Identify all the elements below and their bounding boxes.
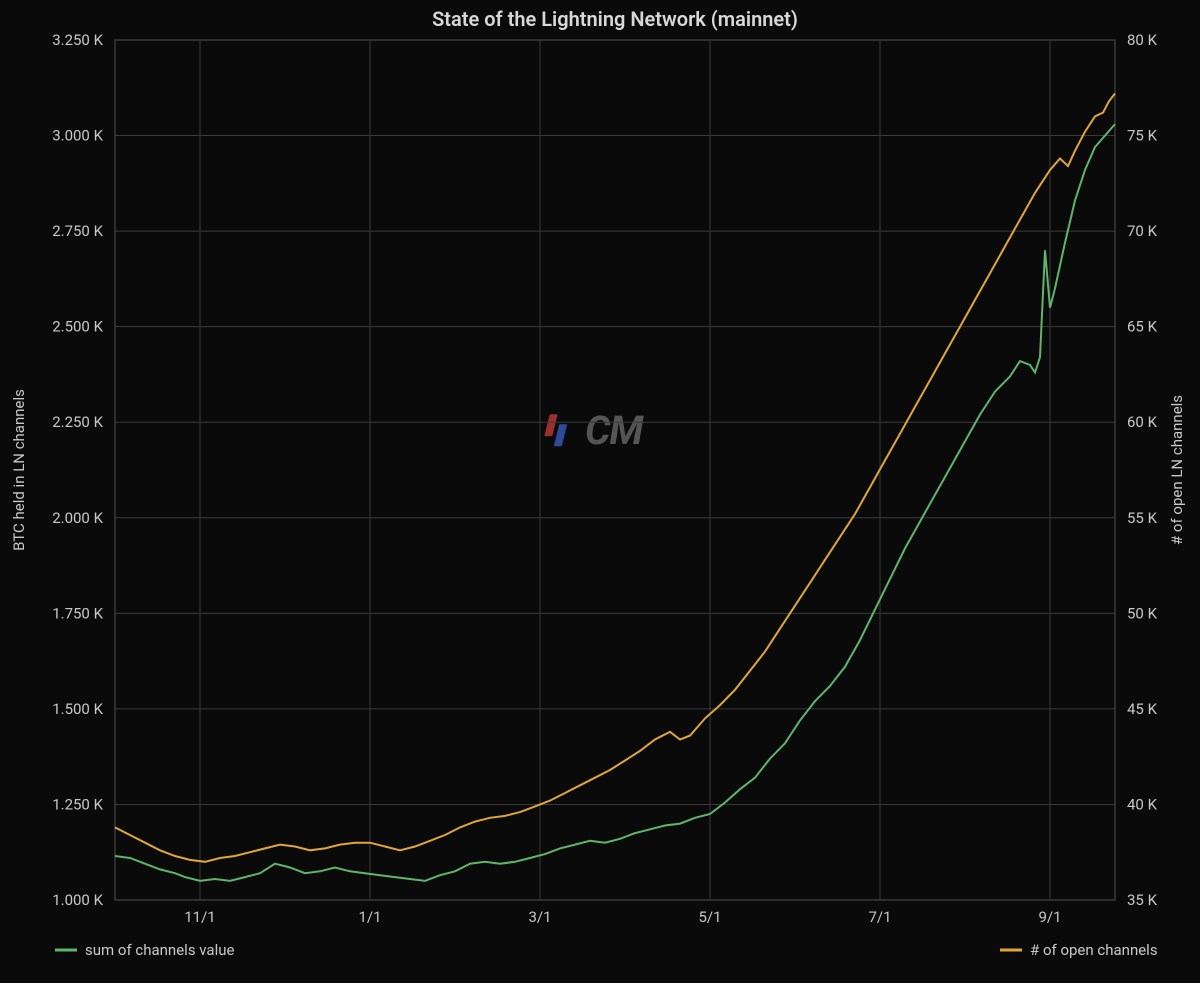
x-tick-label: 5/1 (698, 908, 721, 926)
chart-svg: CM 1.000 K 1.250 K 1.500 K 1.750 K 2.000 K 2.2… (0, 0, 1200, 983)
y-right-tick-label: 35 K (1127, 891, 1158, 909)
chart-title: State of the Lightning Network (mainnet) (432, 7, 798, 31)
y-right-tick-label: 50 K (1127, 604, 1158, 622)
y-left-tick-label: 1.000 K (52, 891, 103, 909)
y-right-tick-label: 60 K (1127, 413, 1158, 431)
y-left-tick-label: 2.750 K (52, 222, 103, 240)
y-left-tick-label: 2.500 K (52, 318, 103, 336)
y-right-tick-label: 70 K (1127, 222, 1158, 240)
y-right-tick-label: 55 K (1127, 509, 1158, 527)
y-left-tick-label: 1.500 K (52, 700, 103, 718)
x-tick-label: 11/1 (184, 908, 215, 926)
legend-label: # of open channels (1030, 941, 1158, 959)
y-left-tick-label: 2.250 K (52, 413, 103, 431)
y-right-tick-label: 80 K (1127, 31, 1158, 49)
x-tick-label: 9/1 (1038, 908, 1061, 926)
x-tick-label: 1/1 (358, 908, 381, 926)
x-tick-label: 3/1 (528, 908, 551, 926)
chart-container: CM 1.000 K 1.250 K 1.500 K 1.750 K 2.000 K 2.2… (0, 0, 1200, 983)
y-left-tick-label: 1.250 K (52, 795, 103, 813)
watermark-cm: CM (585, 407, 644, 454)
y-left-axis-label: BTC held in LN channels (10, 389, 28, 551)
legend-label: sum of channels value (85, 941, 235, 959)
y-left-tick-label: 2.000 K (52, 509, 103, 527)
y-left-tick-label: 3.000 K (52, 127, 103, 145)
y-right-tick-label: 75 K (1127, 127, 1158, 145)
y-left-tick-label: 1.750 K (52, 604, 103, 622)
x-tick-label: 7/1 (868, 908, 891, 926)
y-right-tick-label: 45 K (1127, 700, 1158, 718)
y-right-axis-label: # of open LN channels (1168, 395, 1186, 545)
y-left-tick-label: 3.250 K (52, 31, 103, 49)
y-right-tick-label: 65 K (1127, 318, 1158, 336)
y-right-tick-label: 40 K (1127, 795, 1158, 813)
